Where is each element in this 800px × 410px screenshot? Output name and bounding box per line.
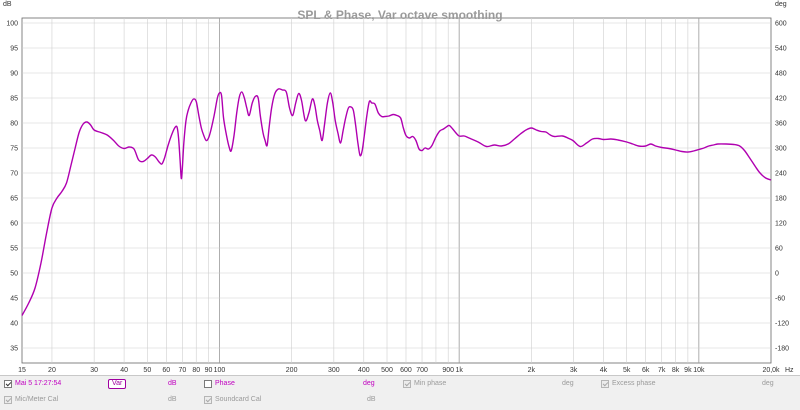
y2-tick-label: 360 bbox=[775, 121, 787, 128]
mic-cal-unit: dB bbox=[168, 396, 177, 403]
soundcard-cal-checkbox[interactable] bbox=[204, 396, 212, 404]
excess-phase-unit: deg bbox=[762, 380, 774, 387]
y2-tick-label: 480 bbox=[775, 71, 787, 78]
measurement-label: Mai 5 17:27:54 bbox=[15, 380, 62, 387]
x-tick-label: 700 bbox=[416, 367, 428, 374]
chart-title: SPL & Phase, Var octave smoothing bbox=[297, 8, 502, 22]
plot-background bbox=[21, 17, 772, 364]
y-tick-label: 90 bbox=[10, 71, 18, 78]
x-tick-label: 8k bbox=[672, 367, 680, 374]
y-tick-label: 85 bbox=[10, 96, 18, 103]
x-tick-label: 3k bbox=[570, 367, 578, 374]
x-tick-label: 4k bbox=[600, 367, 608, 374]
min-phase-checkbox[interactable] bbox=[403, 380, 411, 388]
y-tick-label: 60 bbox=[10, 221, 18, 228]
legend-item-phase[interactable]: Phase bbox=[204, 377, 235, 391]
y-tick-label: 95 bbox=[10, 46, 18, 53]
legend-item-excess-phase[interactable]: Excess phase bbox=[601, 377, 656, 391]
y-tick-label: 65 bbox=[10, 196, 18, 203]
x-tick-label: 9k bbox=[684, 367, 692, 374]
x-tick-label: 300 bbox=[328, 367, 340, 374]
y2-tick-label: 420 bbox=[775, 96, 787, 103]
y2-tick-label: -180 bbox=[775, 346, 789, 353]
x-tick-label: 900 bbox=[442, 367, 454, 374]
x-tick-label: 100 bbox=[214, 367, 226, 374]
excess-phase-label: Excess phase bbox=[612, 380, 656, 387]
y-tick-label: 55 bbox=[10, 246, 18, 253]
x-tick-label: 7k bbox=[658, 367, 666, 374]
min-phase-label: Min phase bbox=[414, 380, 447, 387]
x-tick-label: 400 bbox=[358, 367, 370, 374]
y2-tick-label: -120 bbox=[775, 321, 789, 328]
x-tick-label: 90 bbox=[205, 367, 213, 374]
x-tick-label: 70 bbox=[178, 367, 186, 374]
legend-panel: Mai 5 17:27:54 Var dB Phase deg Min phas… bbox=[0, 375, 800, 410]
y2-tick-label: 540 bbox=[775, 46, 787, 53]
y-tick-label: 80 bbox=[10, 121, 18, 128]
y2-tick-label: 60 bbox=[775, 246, 783, 253]
mic-cal-checkbox[interactable] bbox=[4, 396, 12, 404]
y2-tick-label: 300 bbox=[775, 146, 787, 153]
x-unit-label: Hz bbox=[785, 367, 794, 374]
spl-unit: dB bbox=[168, 380, 177, 387]
spl-phase-chart: 15 20 30 40 50 60 70 80 90 100 200 300 400 500 600 700 9… bbox=[3, 1, 794, 375]
y2-tick-label: 240 bbox=[775, 171, 787, 178]
mic-cal-label: Mic/Meter Cal bbox=[15, 396, 59, 403]
measurement-checkbox[interactable] bbox=[4, 380, 12, 388]
legend-item-mic-cal[interactable]: Mic/Meter Cal bbox=[4, 393, 58, 407]
y-tick-label: 45 bbox=[10, 296, 18, 303]
phase-label: Phase bbox=[215, 380, 235, 387]
tick-labels: 15 20 30 40 50 60 70 80 90 100 200 300 400 500 600 700 9… bbox=[6, 21, 789, 375]
var-label: Var bbox=[108, 379, 127, 389]
phase-unit: deg bbox=[363, 380, 375, 387]
x-tick-label: 2k bbox=[528, 367, 536, 374]
series-layer bbox=[21, 88, 772, 316]
soundcard-cal-unit: dB bbox=[367, 396, 376, 403]
x-tick-label: 6k bbox=[642, 367, 650, 374]
phase-checkbox[interactable] bbox=[204, 380, 212, 388]
y-tick-label: 50 bbox=[10, 271, 18, 278]
grid-lines bbox=[22, 18, 771, 363]
x-tick-label: 5k bbox=[623, 367, 631, 374]
y-tick-label: 35 bbox=[10, 346, 18, 353]
legend-item-min-phase[interactable]: Min phase bbox=[403, 377, 446, 391]
x-tick-label: 20 bbox=[48, 367, 56, 374]
x-tick-label: 500 bbox=[381, 367, 393, 374]
x-tick-label: 1k bbox=[455, 367, 463, 374]
y2-tick-label: 180 bbox=[775, 196, 787, 203]
x-tick-label: 20,0k bbox=[762, 367, 780, 374]
y-tick-label: 70 bbox=[10, 171, 18, 178]
x-tick-label: 600 bbox=[400, 367, 412, 374]
y2-tick-label: 600 bbox=[775, 21, 787, 28]
var-smoothing-badge[interactable]: Var bbox=[108, 377, 127, 391]
x-tick-label: 40 bbox=[120, 367, 128, 374]
y2-tick-label: 0 bbox=[775, 271, 779, 278]
y-unit-label: dB bbox=[3, 1, 12, 8]
legend-item-measurement[interactable]: Mai 5 17:27:54 bbox=[4, 377, 61, 391]
soundcard-cal-label: Soundcard Cal bbox=[215, 396, 262, 403]
excess-phase-checkbox[interactable] bbox=[601, 380, 609, 388]
x-tick-label: 200 bbox=[286, 367, 298, 374]
x-tick-label: 60 bbox=[162, 367, 170, 374]
x-tick-label: 80 bbox=[192, 367, 200, 374]
y-tick-label: 75 bbox=[10, 146, 18, 153]
legend-item-soundcard-cal[interactable]: Soundcard Cal bbox=[204, 393, 261, 407]
x-tick-label: 10k bbox=[693, 367, 705, 374]
x-tick-label: 50 bbox=[143, 367, 151, 374]
series-line-spl bbox=[21, 88, 772, 316]
min-phase-unit: deg bbox=[562, 380, 574, 387]
y-tick-label: 40 bbox=[10, 321, 18, 328]
y2-unit-label: deg bbox=[775, 1, 787, 8]
y-tick-label: 100 bbox=[6, 21, 18, 28]
y2-tick-label: 120 bbox=[775, 221, 787, 228]
y2-tick-label: -60 bbox=[775, 296, 785, 303]
x-tick-label: 30 bbox=[90, 367, 98, 374]
x-tick-label: 15 bbox=[18, 367, 26, 374]
